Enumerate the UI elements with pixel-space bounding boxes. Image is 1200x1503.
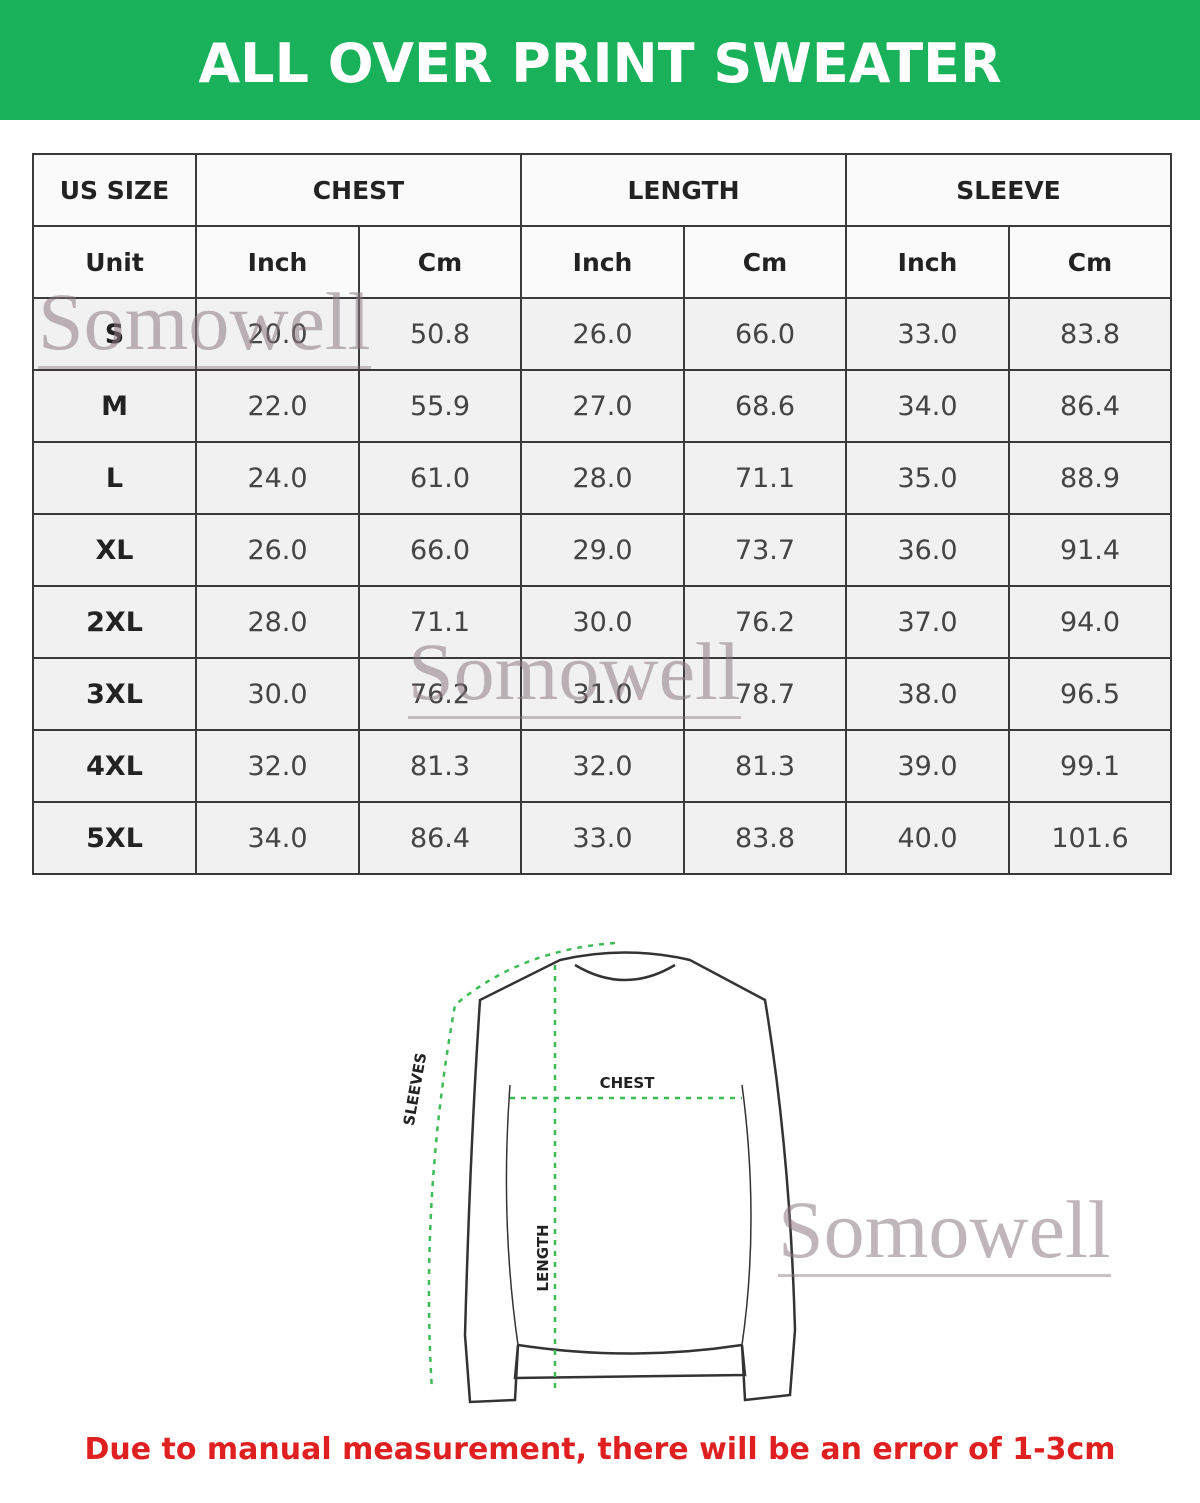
table-cell: 5XL	[32, 801, 197, 875]
table-cell: 83.8	[683, 801, 847, 875]
table-cell: 88.9	[1008, 441, 1172, 515]
table-cell: 33.0	[520, 801, 685, 875]
size-row: 4XL 32.0 81.3 32.0 81.3 39.0 99.1	[32, 729, 1172, 803]
sleeve-arrow	[427, 941, 616, 1391]
table-cell: 34.0	[195, 801, 360, 875]
watermark: Somowell	[408, 626, 741, 719]
table-cell: Cm	[358, 225, 522, 299]
table-cell: 2XL	[32, 585, 197, 659]
size-row: 2XL 28.0 71.1 30.0 76.2 37.0 94.0	[32, 585, 1172, 659]
table-cell: 76.2	[358, 657, 522, 731]
title: ALL OVER PRINT SWEATER	[0, 0, 1200, 120]
table-cell: 26.0	[195, 513, 360, 587]
table-cell: 36.0	[845, 513, 1010, 587]
table-cell: 39.0	[845, 729, 1010, 803]
table-cell: L	[32, 441, 197, 515]
size-row: L 24.0 61.0 28.0 71.1 35.0 88.9	[32, 441, 1172, 515]
table-cell: 35.0	[845, 441, 1010, 515]
table-cell: LENGTH	[520, 153, 847, 227]
note: Due to manual measurement, there will be…	[84, 1432, 1116, 1467]
table-cell: 34.0	[845, 369, 1010, 443]
table-cell: 68.6	[683, 369, 847, 443]
size-row: XL 26.0 66.0 29.0 73.7 36.0 91.4	[32, 513, 1172, 587]
table-cell: 83.8	[1008, 297, 1172, 371]
table-cell: 86.4	[1008, 369, 1172, 443]
table-cell: SLEEVE	[845, 153, 1172, 227]
table-cell: XL	[32, 513, 197, 587]
table-cell: 20.0	[195, 297, 360, 371]
table-cell: 31.0	[520, 657, 685, 731]
table-cell: 91.4	[1008, 513, 1172, 587]
table-cell: 71.1	[683, 441, 847, 515]
table-cell: 37.0	[845, 585, 1010, 659]
size-row: 3XL 30.0 76.2 31.0 78.7 38.0 96.5	[32, 657, 1172, 731]
table-cell: 66.0	[683, 297, 847, 371]
sleeves-label: SLEEVES	[400, 1051, 430, 1127]
table-cell: 96.5	[1008, 657, 1172, 731]
table-cell: 22.0	[195, 369, 360, 443]
table-cell: 71.1	[358, 585, 522, 659]
table-cell: 78.7	[683, 657, 847, 731]
table-cell: 81.3	[358, 729, 522, 803]
unit-header-row: Unit Inch Cm Inch Cm Inch Cm	[32, 225, 1172, 299]
table-cell: 27.0	[520, 369, 685, 443]
table-cell: 66.0	[358, 513, 522, 587]
group-header-row: US SIZE CHEST LENGTH SLEEVE	[32, 153, 1172, 227]
table-cell: 32.0	[520, 729, 685, 803]
table-cell: 50.8	[358, 297, 522, 371]
table-cell: Inch	[195, 225, 360, 299]
table-cell: 26.0	[520, 297, 685, 371]
table-cell: CHEST	[195, 153, 522, 227]
size-row: 5XL 34.0 86.4 33.0 83.8 40.0 101.6	[32, 801, 1172, 875]
length-label: LENGTH	[534, 1224, 552, 1291]
table-cell: 30.0	[520, 585, 685, 659]
watermark: Somowell	[38, 276, 371, 369]
table-cell: 24.0	[195, 441, 360, 515]
chest-label: CHEST	[600, 1074, 656, 1092]
table-cell: 28.0	[520, 441, 685, 515]
table-cell: Cm	[683, 225, 847, 299]
table-cell: 3XL	[32, 657, 197, 731]
table-cell: 101.6	[1008, 801, 1172, 875]
table-cell: 33.0	[845, 297, 1010, 371]
hem	[517, 1343, 743, 1355]
table-cell: 55.9	[358, 369, 522, 443]
table-cell: 61.0	[358, 441, 522, 515]
table-cell: Inch	[845, 225, 1010, 299]
table-cell: 86.4	[358, 801, 522, 875]
table-cell: S	[32, 297, 197, 371]
table-cell: 73.7	[683, 513, 847, 587]
table-cell: M	[32, 369, 197, 443]
table-cell: 40.0	[845, 801, 1010, 875]
table-cell: 28.0	[195, 585, 360, 659]
neckline	[574, 963, 676, 982]
table-cell: 94.0	[1008, 585, 1172, 659]
size-row: S 20.0 50.8 26.0 66.0 33.0 83.8	[32, 297, 1172, 371]
table-cell: 32.0	[195, 729, 360, 803]
size-table: US SIZE CHEST LENGTH SLEEVE Unit Inch Cm Inch Cm…	[32, 153, 1172, 875]
table-cell: 38.0	[845, 657, 1010, 731]
table-cell: 99.1	[1008, 729, 1172, 803]
table-cell: Inch	[520, 225, 685, 299]
table-cell: 29.0	[520, 513, 685, 587]
table-cell: 81.3	[683, 729, 847, 803]
table-cell: Cm	[1008, 225, 1172, 299]
side-seams	[505, 1084, 752, 1346]
table-cell: US SIZE	[32, 153, 197, 227]
sweater-outline	[463, 951, 797, 1404]
table-cell: 4XL	[32, 729, 197, 803]
table-cell: Unit	[32, 225, 197, 299]
watermark: Somowell	[778, 1184, 1111, 1277]
size-row: M 22.0 55.9 27.0 68.6 34.0 86.4	[32, 369, 1172, 443]
table-cell: 30.0	[195, 657, 360, 731]
table-cell: 76.2	[683, 585, 847, 659]
